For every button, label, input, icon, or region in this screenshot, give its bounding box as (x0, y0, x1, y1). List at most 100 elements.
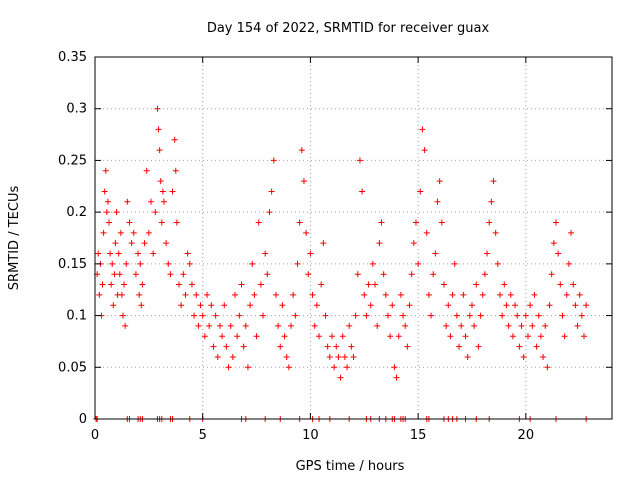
data-point (412, 219, 419, 226)
data-point (514, 312, 521, 319)
data-point (294, 260, 301, 267)
data-point (527, 302, 534, 309)
data-point (583, 302, 590, 309)
data-point (225, 364, 232, 371)
data-point (96, 291, 103, 298)
data-point (542, 322, 549, 329)
data-point (544, 364, 551, 371)
data-point (169, 188, 176, 195)
data-point (423, 229, 430, 236)
data-point (288, 322, 295, 329)
data-point (555, 250, 562, 257)
data-point (516, 343, 523, 350)
data-point (141, 240, 148, 247)
data-point (188, 281, 195, 288)
data-point (428, 312, 435, 319)
data-point (559, 312, 566, 319)
data-point (138, 302, 145, 309)
data-point (436, 178, 443, 185)
data-point (157, 178, 164, 185)
data-point (550, 240, 557, 247)
data-point (331, 364, 338, 371)
data-point (124, 198, 131, 205)
data-point (229, 353, 236, 360)
data-point (333, 343, 340, 350)
data-point (300, 178, 307, 185)
data-point (468, 302, 475, 309)
data-point (193, 291, 200, 298)
data-point (305, 271, 312, 278)
data-point (123, 260, 130, 267)
data-point (236, 312, 243, 319)
data-point (415, 260, 422, 267)
data-point (546, 302, 553, 309)
data-point (132, 271, 139, 278)
data-point (574, 322, 581, 329)
data-point (563, 291, 570, 298)
data-point (494, 260, 501, 267)
data-point (529, 322, 536, 329)
data-point (460, 291, 467, 298)
data-point (135, 250, 142, 257)
data-point (462, 333, 469, 340)
data-point (400, 312, 407, 319)
y-tick-label: 0.05 (58, 360, 87, 375)
data-point (139, 281, 146, 288)
y-tick-label: 0.3 (66, 102, 87, 117)
data-point (219, 333, 226, 340)
data-point (255, 219, 262, 226)
data-point (197, 302, 204, 309)
data-point (335, 353, 342, 360)
data-point (108, 281, 115, 288)
data-point (473, 281, 480, 288)
data-point (116, 271, 123, 278)
data-point (272, 291, 279, 298)
data-point (509, 333, 516, 340)
data-point (279, 302, 286, 309)
data-point (264, 271, 271, 278)
data-point (391, 364, 398, 371)
grid-lines (95, 57, 612, 419)
y-tick-label: 0.1 (66, 309, 87, 324)
data-point (432, 250, 439, 257)
data-point (522, 312, 529, 319)
data-point (277, 343, 284, 350)
data-point (451, 260, 458, 267)
data-point (518, 322, 525, 329)
data-point (122, 322, 129, 329)
data-point (505, 322, 512, 329)
data-point (503, 302, 510, 309)
data-point (216, 322, 223, 329)
data-point (578, 312, 585, 319)
data-point (104, 198, 111, 205)
data-point (210, 343, 217, 350)
data-point (490, 178, 497, 185)
data-point (447, 333, 454, 340)
data-point (477, 312, 484, 319)
data-point (191, 312, 198, 319)
data-point (402, 322, 409, 329)
x-tick-label: 5 (199, 428, 207, 443)
x-tick-label: 10 (302, 428, 319, 443)
data-point (499, 312, 506, 319)
data-point (186, 260, 193, 267)
x-tick-label: 20 (518, 428, 535, 443)
y-axis-label: SRMTID / TECUs (7, 186, 22, 291)
data-point (232, 291, 239, 298)
data-point (507, 291, 514, 298)
data-point (109, 260, 116, 267)
x-axis-label: GPS time / hours (296, 459, 405, 474)
data-point (384, 312, 391, 319)
data-point (438, 219, 445, 226)
data-point (296, 219, 303, 226)
y-tick-label: 0.15 (58, 257, 87, 272)
data-point (537, 333, 544, 340)
data-point (214, 353, 221, 360)
data-point (257, 281, 264, 288)
data-point (100, 229, 107, 236)
data-point (221, 302, 228, 309)
data-point (356, 157, 363, 164)
data-point (548, 271, 555, 278)
data-point (512, 302, 519, 309)
